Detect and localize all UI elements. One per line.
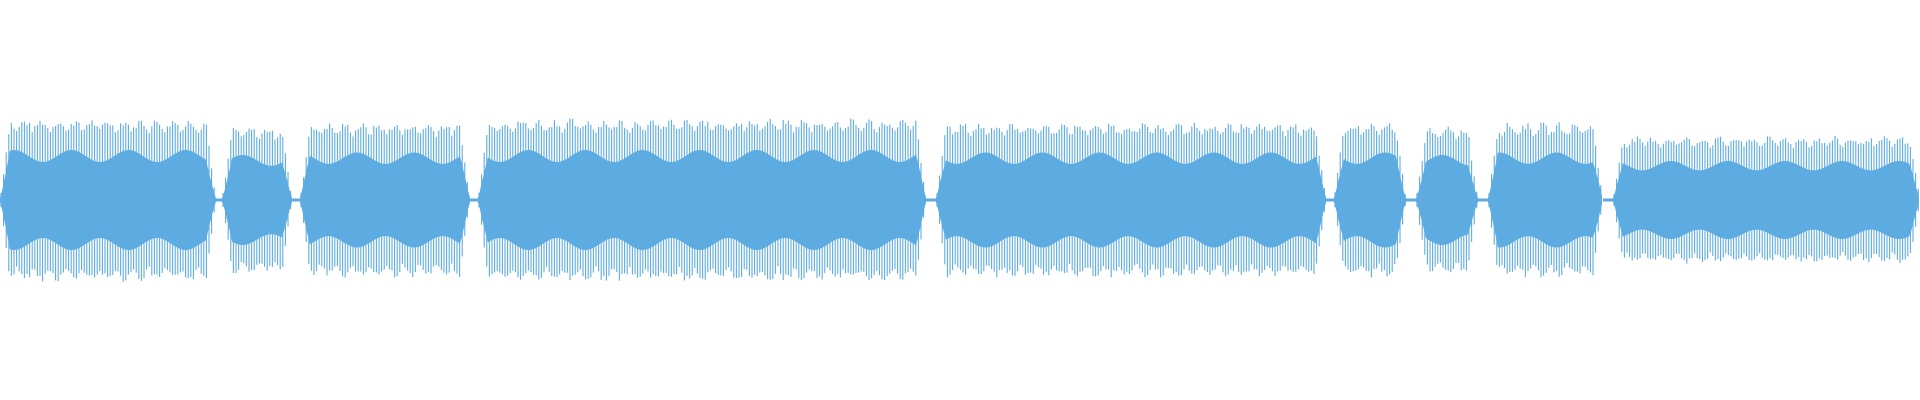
waveform-segment [1416,126,1478,273]
waveform-core [1488,152,1602,248]
waveform-segment [1613,136,1919,264]
waveform-segment [222,127,292,274]
waveform-core [1416,155,1478,245]
waveform-segment [478,118,926,281]
waveform-segment [936,122,1326,278]
waveform-segment [1334,123,1406,278]
waveform-segment [0,120,216,282]
waveform-segment [1488,122,1602,278]
waveform-core [1334,152,1406,248]
waveform-core [1613,161,1919,239]
waveform-segment [300,123,470,278]
